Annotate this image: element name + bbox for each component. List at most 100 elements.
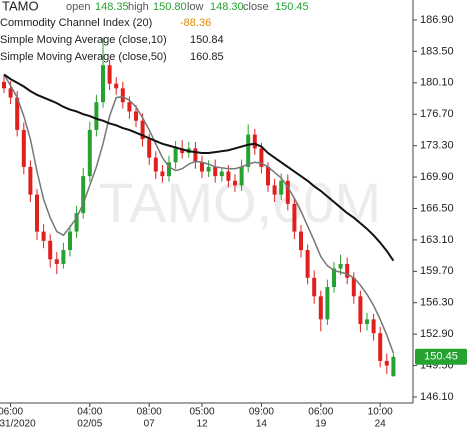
x-tick-label: 04:00: [77, 407, 102, 418]
y-tick-label: 186.90: [420, 14, 454, 26]
x-tick-date: 01/31/2020: [0, 419, 36, 430]
candle-body: [285, 180, 290, 204]
header-label: open: [66, 1, 90, 13]
x-tick-date: 14: [256, 419, 268, 430]
x-tick-date: 07: [144, 419, 156, 430]
y-tick-label: 180.10: [420, 77, 454, 89]
candle-body: [226, 171, 231, 181]
candle-body: [345, 263, 350, 278]
x-tick-label: 06:00: [0, 407, 24, 418]
candle-body: [246, 134, 251, 167]
indicator-value: -88.36: [180, 17, 211, 29]
candle-body: [332, 268, 336, 288]
candle-body: [15, 97, 20, 130]
x-tick-label: 06:00: [308, 407, 333, 418]
indicator-name: Commodity Channel Index (20): [0, 17, 152, 29]
overlay-value: 160.85: [190, 51, 224, 63]
candle-body: [259, 148, 264, 167]
candle-body: [107, 65, 112, 84]
candle-body: [213, 166, 218, 177]
candle-body: [160, 171, 165, 177]
candle-body: [2, 81, 6, 89]
symbol: TAMO: [2, 0, 39, 13]
x-tick-date: 24: [375, 419, 387, 430]
x-tick-label: 08:00: [137, 407, 162, 418]
x-tick-label: 09:00: [249, 407, 274, 418]
candle-body: [61, 250, 66, 264]
overlay-name: Simple Moving Average (close,50): [0, 51, 167, 63]
y-tick-label: 146.10: [420, 391, 454, 403]
candle-body: [338, 263, 343, 269]
candle-body: [21, 129, 26, 167]
candle-body: [48, 240, 53, 260]
price-tag: [415, 348, 467, 365]
candle-body: [193, 148, 198, 163]
candle-body: [41, 231, 46, 241]
header-label: high: [128, 1, 149, 13]
candle-body: [81, 176, 86, 214]
x-tick-date: 12: [196, 419, 208, 430]
candle-body: [391, 356, 396, 377]
y-tick-label: 156.30: [420, 297, 454, 309]
y-tick-label: 176.70: [420, 108, 454, 120]
overlay-value: 150.84: [190, 34, 224, 46]
header-value: 148.30: [210, 1, 244, 13]
overlay-name: Simple Moving Average (close,10): [0, 34, 167, 46]
candle-body: [147, 139, 152, 158]
moving-average: [3, 74, 395, 354]
candle-body: [94, 102, 99, 130]
candle-body: [272, 185, 277, 195]
header-label: close: [243, 1, 269, 13]
candle-body: [384, 360, 389, 366]
header-label: low: [187, 1, 204, 13]
x-tick-label: 05:00: [189, 407, 214, 418]
y-tick-label: 159.70: [420, 265, 454, 277]
y-tick-label: 166.50: [420, 202, 454, 214]
candle-body: [206, 166, 211, 172]
candle-body: [120, 88, 125, 103]
y-tick-label: 152.90: [420, 328, 454, 340]
candle-body: [292, 203, 297, 232]
candle-body: [87, 129, 92, 177]
candle-body: [365, 319, 369, 324]
candle-body: [167, 162, 171, 177]
candle-body: [266, 166, 270, 186]
y-tick-label: 163.10: [420, 234, 454, 246]
candle-body: [252, 134, 257, 149]
candle-body: [318, 296, 323, 320]
candle-body: [127, 102, 132, 112]
header-value: 148.35: [95, 1, 129, 13]
candle-body: [180, 148, 185, 154]
candle-body: [358, 296, 363, 324]
candle-body: [378, 333, 383, 361]
candle-body: [279, 180, 284, 195]
x-tick-date: 02/05: [77, 419, 102, 430]
candle-body: [114, 83, 119, 89]
candle-body: [68, 231, 72, 251]
candle-body: [200, 162, 204, 172]
candle-body: [54, 259, 59, 264]
header-value: 150.45: [275, 1, 309, 13]
moving-average: [3, 73, 395, 262]
y-tick-label: 173.30: [420, 140, 454, 152]
x-tick-label: 10:00: [368, 407, 393, 418]
candle-body: [312, 277, 317, 297]
candle-body: [74, 213, 79, 232]
candle-body: [173, 148, 178, 163]
candle-body: [219, 171, 224, 177]
y-tick-label: 183.50: [420, 45, 454, 57]
header-value: 150.80: [153, 1, 187, 13]
candle-body: [101, 65, 105, 103]
candle-body: [351, 277, 356, 297]
candle-body: [8, 88, 13, 98]
candle-body: [35, 194, 39, 232]
candle-body: [153, 157, 158, 172]
candle-body: [305, 250, 310, 278]
candle-body: [28, 166, 33, 195]
y-tick-label: 169.90: [420, 171, 454, 183]
candle-body: [325, 287, 330, 320]
candle-body: [371, 319, 376, 334]
x-tick-date: 19: [315, 419, 327, 430]
price-tag-label: 150.45: [424, 351, 458, 363]
